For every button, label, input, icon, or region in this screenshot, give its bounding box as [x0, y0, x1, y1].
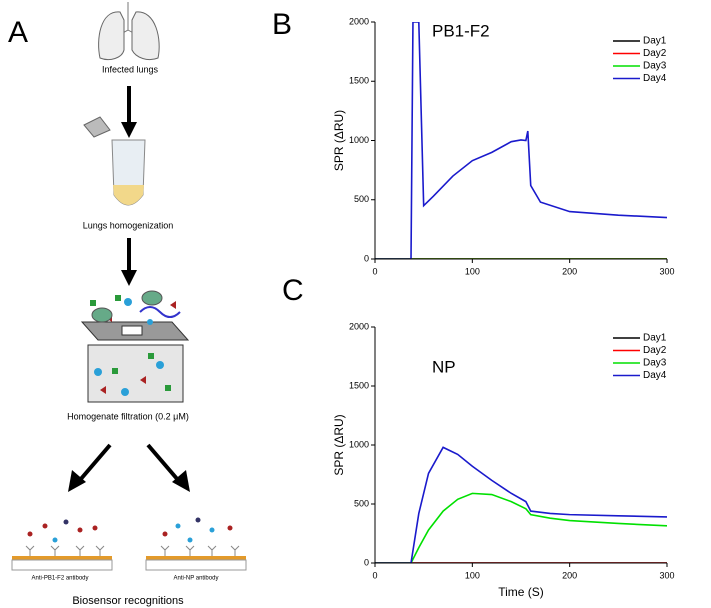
- step-label: Infected lungs: [102, 64, 159, 74]
- x-tick-label: 100: [465, 570, 480, 580]
- tube-cap: [83, 116, 111, 138]
- panel-a: A Infected lungs Lungs homogenization: [8, 2, 247, 607]
- data-line: [375, 492, 667, 563]
- y-tick-label: 1500: [349, 380, 369, 390]
- x-tick-label: 200: [562, 266, 577, 276]
- legend-label: Day3: [643, 358, 667, 369]
- filter-pore: [121, 325, 143, 336]
- x-tick-label: 200: [562, 570, 577, 580]
- homogenate: [113, 185, 144, 205]
- sensor-chip: [146, 556, 246, 560]
- y-tick-label: 0: [364, 253, 369, 263]
- lung-left: [98, 11, 125, 61]
- y-tick-label: 500: [354, 498, 369, 508]
- legend-label: Day3: [643, 61, 667, 72]
- legend-label: Day2: [643, 48, 667, 59]
- sensor-label: Anti-NP antibody: [174, 576, 219, 582]
- panel-label: A: [8, 16, 28, 49]
- panel-label: C: [282, 274, 304, 307]
- y-tick-label: 1000: [349, 439, 369, 449]
- plot-lines: [375, 22, 667, 259]
- y-tick-label: 2000: [349, 16, 369, 26]
- antibodies: [25, 545, 240, 556]
- sensor-label: Anti-PB1-F2 antibody: [31, 576, 88, 582]
- molecules: [27, 517, 233, 543]
- sensor-base: [11, 559, 113, 571]
- step-label: Lungs homogenization: [83, 220, 174, 230]
- legend-label: Day1: [643, 36, 667, 47]
- y-tick-label: 1500: [349, 76, 369, 86]
- step-label: Homogenate filtration (0.2 μM): [67, 411, 189, 421]
- data-line: [375, 22, 667, 259]
- x-tick-label: 300: [659, 266, 674, 276]
- y-axis-label: SPR (ΔRU): [332, 414, 346, 475]
- legend-label: Day1: [643, 333, 667, 344]
- legend-label: Day4: [643, 73, 667, 84]
- y-tick-label: 500: [354, 194, 369, 204]
- step-label: Biosensor recognitions: [72, 595, 184, 607]
- sensor-chip: [12, 556, 112, 560]
- annotation: NP: [432, 357, 456, 376]
- y-tick-label: 1000: [349, 135, 369, 145]
- y-axis-label: SPR (ΔRU): [332, 110, 346, 171]
- arrows: [68, 86, 190, 492]
- sensor-base: [145, 559, 247, 571]
- filter-box: [87, 344, 184, 403]
- panel-label: B: [272, 8, 292, 41]
- x-tick-label: 0: [372, 266, 377, 276]
- y-tick-label: 2000: [349, 321, 369, 331]
- plot-lines: [375, 446, 667, 563]
- annotation: PB1-F2: [432, 21, 490, 40]
- y-tick-label: 0: [364, 557, 369, 567]
- x-tick-label: 100: [465, 266, 480, 276]
- legend-label: Day4: [643, 370, 667, 381]
- particles: [90, 290, 181, 396]
- x-axis-label: Time (S): [498, 585, 544, 599]
- lung-right: [131, 11, 160, 61]
- legend-label: Day2: [643, 345, 667, 356]
- x-tick-label: 300: [659, 570, 674, 580]
- x-tick-label: 0: [372, 570, 377, 580]
- data-line: [375, 446, 667, 563]
